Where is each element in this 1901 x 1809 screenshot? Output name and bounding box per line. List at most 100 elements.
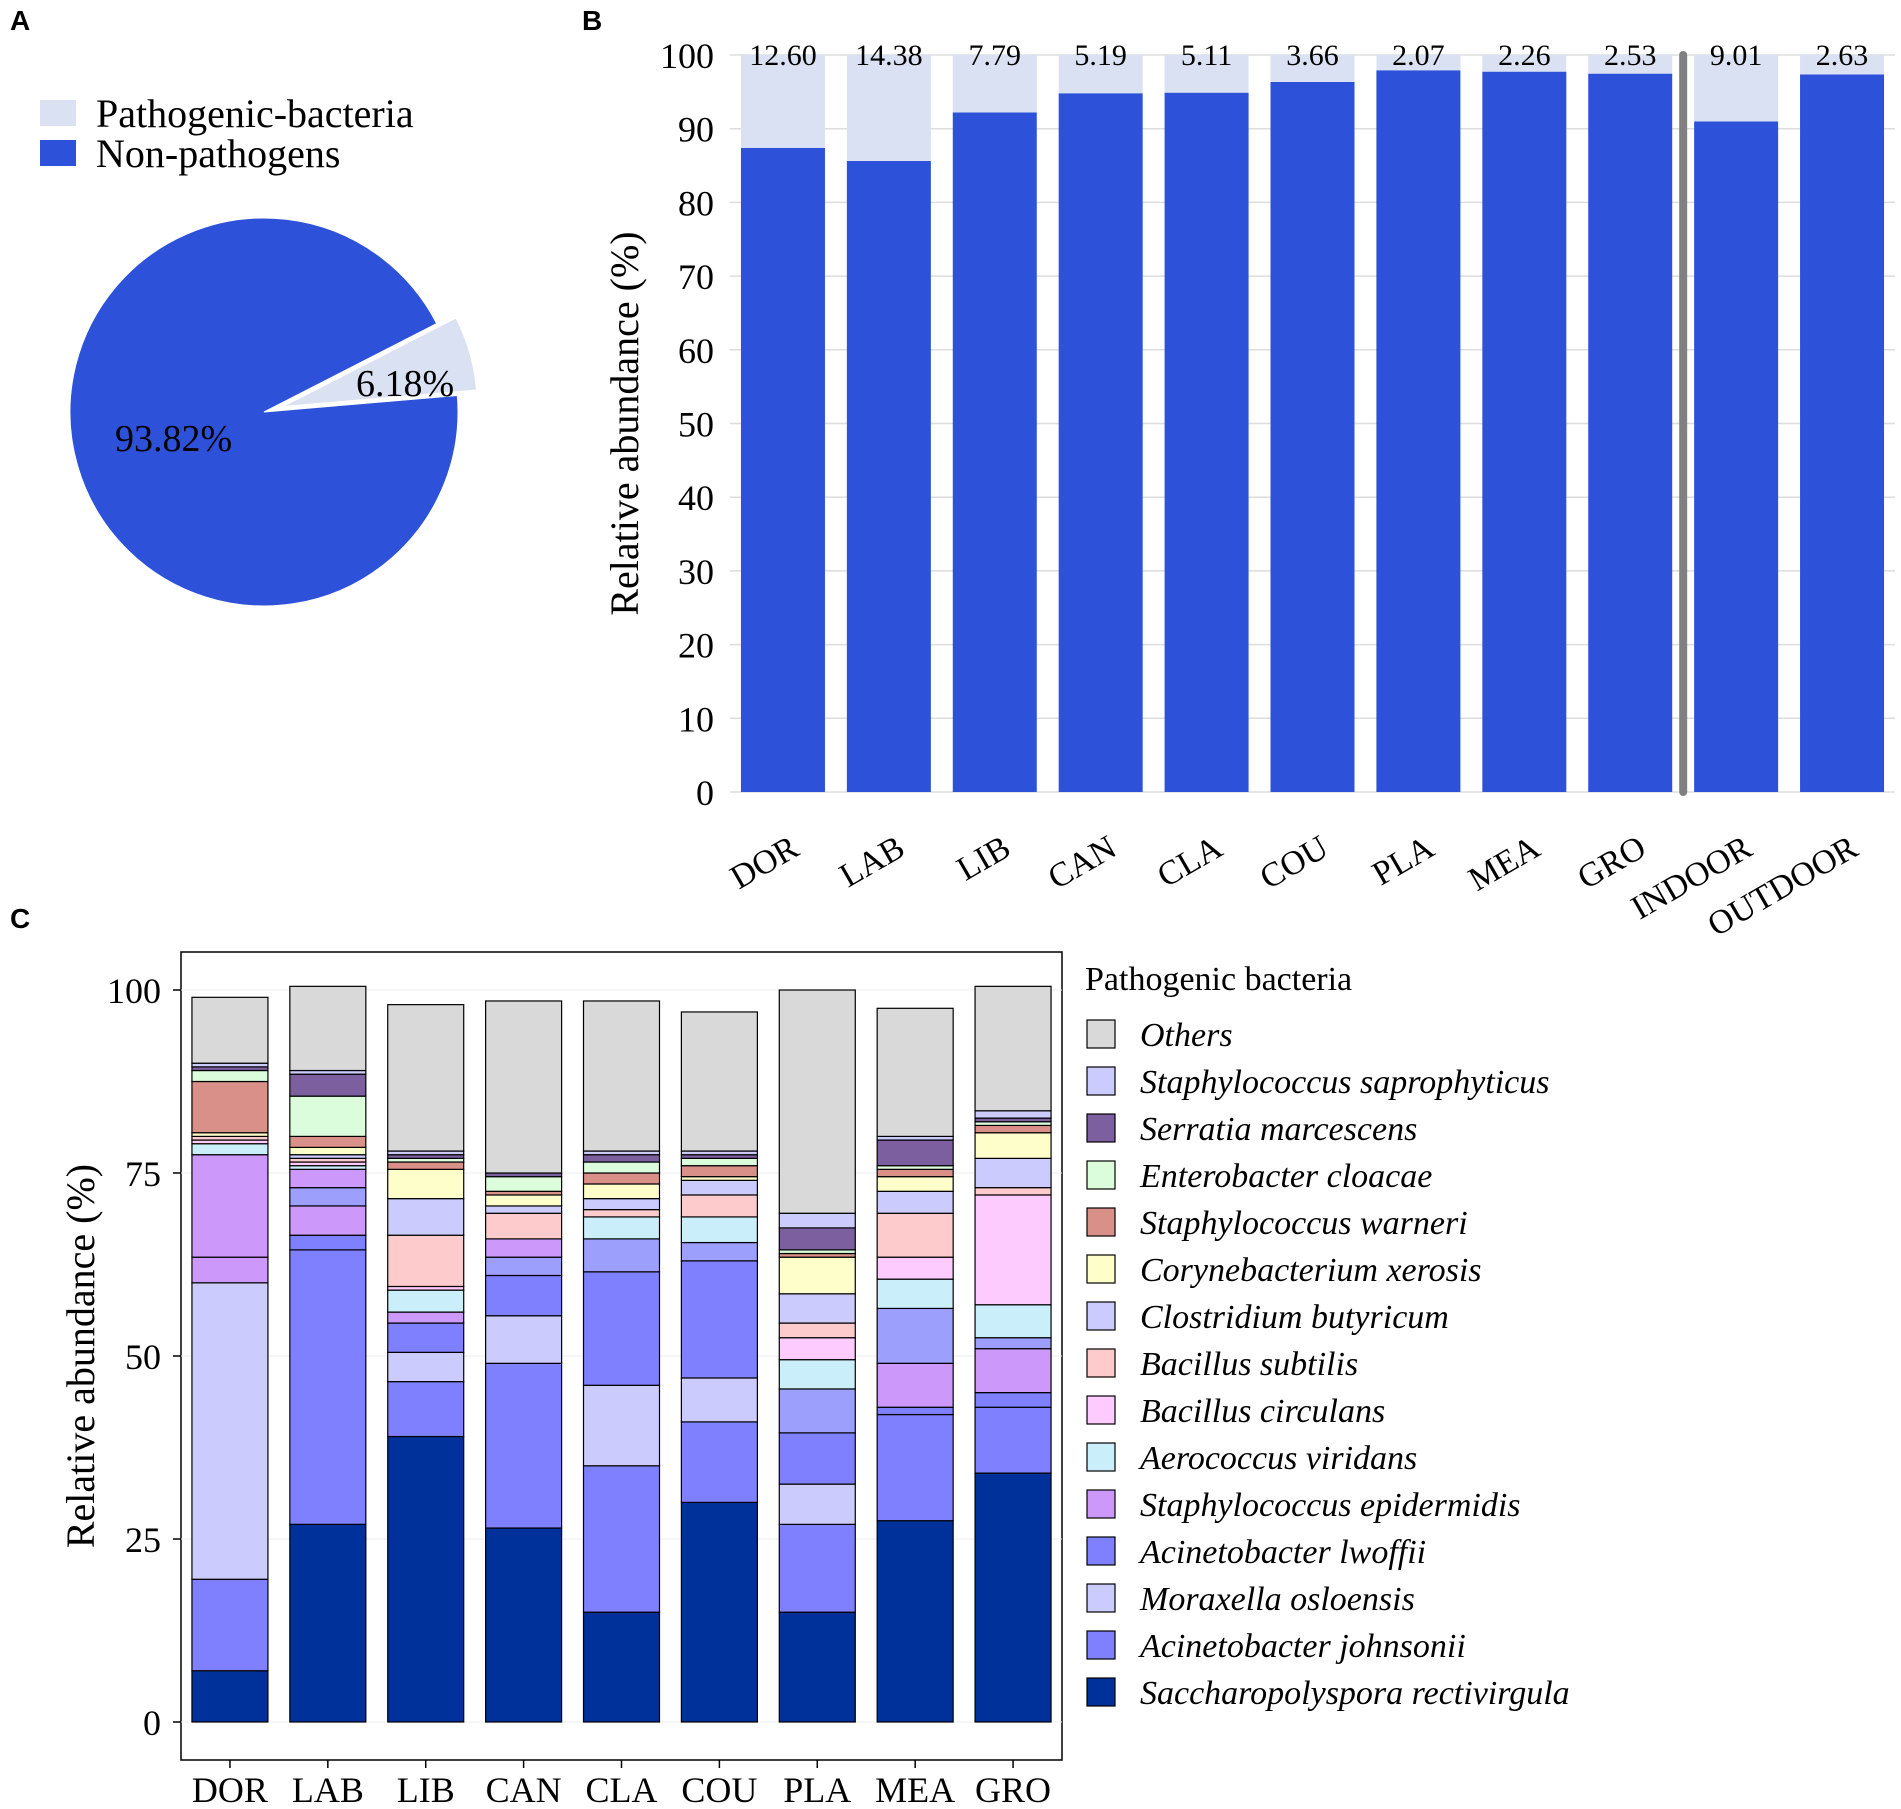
bar-segment-cou-13 xyxy=(680,1157,758,1167)
data-label-mea: 2.26 xyxy=(1498,39,1551,72)
legend-swatch-staphylococcus-saprophyticus xyxy=(1086,1066,1116,1096)
pie-label-pathogenic: 6.18% xyxy=(356,363,454,405)
bar-segment-cla-1 xyxy=(582,1465,661,1613)
bar-segment-lib-0 xyxy=(387,1435,465,1723)
bar-segment-can-1 xyxy=(485,1362,563,1529)
bar-segment-lab-12 xyxy=(289,1135,367,1148)
bar-segment-cla-9 xyxy=(582,1208,661,1218)
y-axis-label-b: Relative abundance (%) xyxy=(602,231,647,615)
y-tick-label: 70 xyxy=(678,257,714,297)
legend-label-saccharopolyspora-rectivirgula: Saccharopolyspora rectivirgula xyxy=(1140,1675,1570,1712)
x-tick-label-cou: COU xyxy=(681,1770,757,1809)
bar-segment-pla-14 xyxy=(778,1227,856,1251)
bar-segment-can-13 xyxy=(485,1176,563,1192)
bar-segment-mea-3 xyxy=(876,1406,954,1416)
y-tick-label: 30 xyxy=(678,552,714,592)
bar-segment-pla-11 xyxy=(778,1256,856,1295)
x-tick-label-pla: PLA xyxy=(1366,829,1441,893)
legend-label-acinetobacter-johnsonii: Acinetobacter johnsonii xyxy=(1138,1628,1466,1665)
bar-segment-lib-9 xyxy=(387,1234,465,1288)
bar-segment-cou-7 xyxy=(680,1216,758,1244)
bar-segment-cla-10 xyxy=(582,1198,661,1211)
bar-segment-can-16 xyxy=(485,1000,563,1174)
bar-lab-non-pathogens xyxy=(846,160,931,793)
bar-pla-non-pathogens xyxy=(1376,70,1461,792)
bar-outdoor-pathogenic-bacteria xyxy=(1800,55,1885,75)
bar-segment-dor-6 xyxy=(191,1154,269,1258)
bar-segment-mea-12 xyxy=(876,1168,954,1178)
y-tick-label: 25 xyxy=(125,1520,161,1560)
bar-segment-can-2 xyxy=(485,1315,563,1364)
bar-segment-dor-2 xyxy=(191,1282,269,1580)
legend-label-staphylococcus-warneri: Staphylococcus warneri xyxy=(1140,1205,1468,1242)
bar-segment-cou-16 xyxy=(680,1011,758,1152)
bar-segment-lab-6 xyxy=(289,1168,367,1189)
legend-swatch-moraxella-osloensis xyxy=(1086,1583,1116,1613)
bar-segment-can-9 xyxy=(485,1212,563,1240)
y-tick-label: 90 xyxy=(678,110,714,150)
bar-segment-dor-16 xyxy=(191,996,269,1064)
bar-segment-mea-11 xyxy=(876,1176,954,1192)
data-label-cla: 5.11 xyxy=(1181,39,1232,72)
y-tick-label: 50 xyxy=(125,1337,161,1377)
legend-label-nonpathogen: Non-pathogens xyxy=(96,131,340,176)
bar-segment-cla-5 xyxy=(582,1238,661,1273)
bar-segment-gro-0 xyxy=(974,1472,1052,1723)
x-tick-label-lab: LAB xyxy=(292,1770,364,1809)
legend-label-moraxella-osloensis: Moraxella osloensis xyxy=(1139,1581,1415,1618)
bar-segment-can-11 xyxy=(485,1194,563,1207)
legend-swatch-corynebacterium-xerosis xyxy=(1086,1254,1116,1284)
legend-swatch-aerococcus-viridans xyxy=(1086,1442,1116,1472)
y-tick-label: 75 xyxy=(125,1154,161,1194)
x-tick-label-dor: DOR xyxy=(724,829,805,897)
bar-segment-gro-4 xyxy=(974,1348,1052,1394)
bar-segment-lab-13 xyxy=(289,1095,367,1138)
bar-segment-lab-4 xyxy=(289,1205,367,1236)
legend-label-aerococcus-viridans: Aerococcus viridans xyxy=(1138,1440,1417,1477)
bar-segment-can-5 xyxy=(485,1256,563,1277)
legend-label-others: Others xyxy=(1140,1017,1233,1054)
bar-segment-dor-1 xyxy=(191,1578,269,1672)
bar-segment-lib-4 xyxy=(387,1311,465,1324)
bar-segment-lib-1 xyxy=(387,1381,465,1438)
bar-segment-cou-5 xyxy=(680,1241,758,1262)
legend-label-serratia-marcescens: Serratia marcescens xyxy=(1140,1111,1417,1148)
bar-cla-non-pathogens xyxy=(1164,92,1249,792)
x-tick-label-dor: DOR xyxy=(192,1770,268,1809)
legend-label-corynebacterium-xerosis: Corynebacterium xerosis xyxy=(1140,1252,1482,1289)
bar-segment-gro-16 xyxy=(974,985,1052,1112)
y-tick-label: 50 xyxy=(678,405,714,445)
bar-indoor-pathogenic-bacteria xyxy=(1694,55,1779,122)
bar-segment-cla-3 xyxy=(582,1271,661,1386)
bar-gro-non-pathogens xyxy=(1588,73,1673,792)
bar-segment-cla-16 xyxy=(582,1000,661,1152)
bar-segment-pla-15 xyxy=(778,1212,856,1229)
data-label-pla: 2.07 xyxy=(1392,39,1445,72)
bar-mea-pathogenic-bacteria xyxy=(1482,55,1567,72)
bar-segment-gro-10 xyxy=(974,1157,1052,1189)
bar-segment-gro-11 xyxy=(974,1132,1052,1159)
bar-lib-pathogenic-bacteria xyxy=(952,55,1037,113)
bar-segment-pla-7 xyxy=(778,1359,856,1390)
bar-segment-lab-14 xyxy=(289,1073,367,1097)
y-tick-label: 100 xyxy=(660,36,714,76)
x-tick-label-mea: MEA xyxy=(875,1770,955,1809)
bar-segment-cou-12 xyxy=(680,1165,758,1178)
bar-segment-can-6 xyxy=(485,1238,563,1258)
bar-segment-cou-3 xyxy=(680,1260,758,1379)
data-label-cou: 3.66 xyxy=(1286,39,1339,72)
data-label-can: 5.19 xyxy=(1074,39,1127,72)
legend-swatch-saccharopolyspora-rectivirgula xyxy=(1086,1677,1116,1707)
x-tick-label-can: CAN xyxy=(486,1770,562,1809)
bar-segment-dor-7 xyxy=(191,1143,269,1156)
bar-segment-dor-12 xyxy=(191,1080,269,1134)
bar-dor-non-pathogens xyxy=(740,147,825,792)
bar-lab-pathogenic-bacteria xyxy=(846,55,931,161)
data-label-lab: 14.38 xyxy=(855,39,923,72)
bar-segment-cla-12 xyxy=(582,1172,661,1185)
x-tick-label-mea: MEA xyxy=(1462,829,1546,899)
x-tick-label-gro: GRO xyxy=(975,1770,1051,1809)
bar-segment-lab-11 xyxy=(289,1146,367,1156)
bar-segment-dor-4 xyxy=(191,1256,269,1284)
